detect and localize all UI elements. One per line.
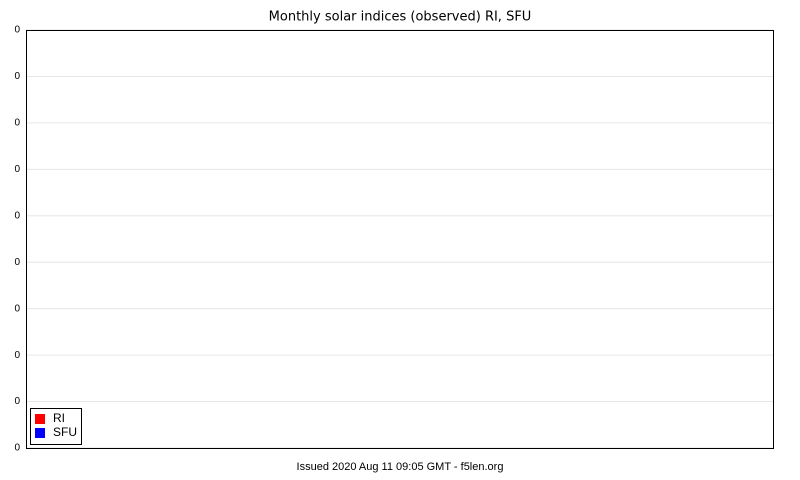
legend-label: RI: [53, 411, 65, 425]
legend-label: SFU: [53, 425, 77, 439]
y-tick-label: 0: [14, 257, 20, 268]
y-tick-label: 0: [14, 164, 20, 175]
y-tick-label: 0: [14, 443, 20, 454]
y-tick-label: 0: [14, 25, 20, 36]
legend-swatch: [35, 428, 45, 438]
y-tick-label: 0: [14, 350, 20, 361]
chart-title: Monthly solar indices (observed) RI, SFU: [269, 10, 532, 25]
legend-swatch: [35, 414, 45, 424]
y-tick-label: 0: [14, 210, 20, 221]
y-tick-label: 0: [14, 118, 20, 129]
footer: Issued 2020 Aug 11 09:05 GMT - f5len.org: [297, 461, 504, 473]
y-tick-label: 0: [14, 396, 20, 407]
y-tick-label: 0: [14, 71, 20, 82]
plot-frame: [26, 30, 774, 449]
y-tick-label: 0: [14, 303, 20, 314]
